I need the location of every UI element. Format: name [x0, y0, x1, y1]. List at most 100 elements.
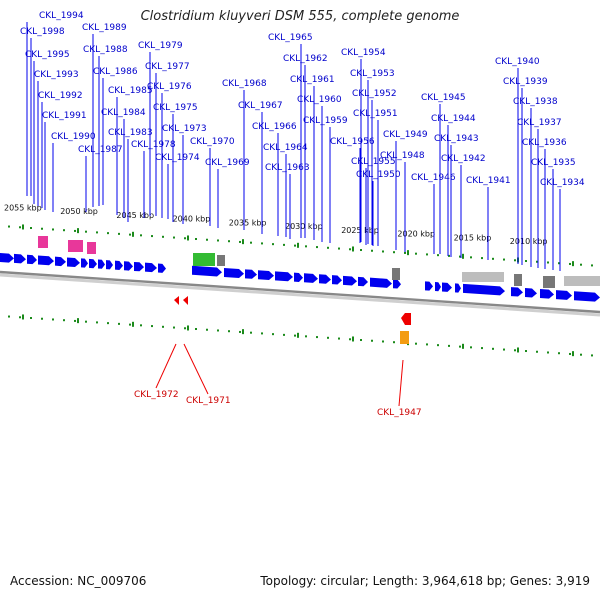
- forward-gene-label: CKL_1948: [380, 151, 425, 161]
- lower-major-tick: [572, 351, 574, 357]
- forward-gene-label: CKL_1936: [522, 138, 567, 148]
- forward-gene-arrow: [319, 274, 331, 284]
- forward-gene-label: CKL_1945: [421, 93, 466, 103]
- forward-gene-label: CKL_1942: [441, 154, 486, 164]
- forward-gene-arrow: [14, 253, 26, 264]
- forward-gene-label: CKL_1991: [42, 111, 87, 121]
- upper-tick-dot: [173, 236, 175, 239]
- forward-gene-arrow: [540, 289, 554, 299]
- upper-major-tick: [132, 231, 134, 237]
- upper-tick-dot: [41, 227, 43, 230]
- rna-feature-pink: [87, 242, 96, 254]
- forward-gene-label: CKL_1952: [352, 89, 397, 99]
- forward-gene-label: CKL_1959: [303, 116, 348, 126]
- upper-tick-dot: [338, 247, 340, 250]
- rna-feature-green: [193, 253, 215, 266]
- lower-tick-dot: [107, 322, 109, 325]
- forward-gene-arrow: [67, 257, 80, 268]
- lower-tick-dot: [514, 349, 516, 352]
- grey-small-feature: [514, 274, 522, 286]
- lower-tick-dot: [228, 330, 230, 333]
- forward-gene-label: CKL_1963: [265, 163, 310, 173]
- lower-tick-dot: [448, 344, 450, 347]
- upper-tick-dot: [371, 249, 373, 252]
- forward-gene-label: CKL_1979: [138, 41, 183, 51]
- lower-tick-dot: [382, 340, 384, 343]
- upper-tick-dot: [261, 242, 263, 245]
- forward-gene-label: CKL_1984: [101, 108, 146, 118]
- lower-tick-dot: [437, 344, 439, 347]
- lower-tick-dot: [283, 333, 285, 336]
- lower-tick-dot: [338, 337, 340, 340]
- lower-tick-dot: [162, 325, 164, 328]
- upper-tick-dot: [52, 228, 54, 231]
- upper-tick-dot: [503, 258, 505, 261]
- forward-gene-label: CKL_1974: [155, 153, 200, 163]
- upper-tick-dot: [492, 257, 494, 260]
- rna-feature-orange: [400, 331, 409, 344]
- forward-gene-arrow: [525, 288, 537, 298]
- reverse-gene-arrow: [401, 313, 411, 325]
- upper-tick-dot: [74, 229, 76, 232]
- upper-tick-dot: [327, 246, 329, 249]
- lower-tick-dot: [525, 350, 527, 353]
- forward-gene-label: CKL_1995: [25, 50, 70, 60]
- forward-gene-label: CKL_1954: [341, 48, 386, 58]
- forward-gene-label: CKL_1943: [434, 134, 479, 144]
- upper-tick-dot: [382, 250, 384, 253]
- lower-tick-dot: [294, 334, 296, 337]
- forward-gene-arrow: [55, 256, 66, 267]
- forward-gene-arrow: [343, 275, 357, 286]
- upper-tick-dot: [250, 241, 252, 244]
- scale-label: 2010 kbp: [510, 237, 548, 246]
- forward-gene-label: CKL_1985: [108, 86, 153, 96]
- upper-tick-dot: [118, 232, 120, 235]
- upper-tick-dot: [591, 264, 593, 267]
- upper-tick-dot: [63, 229, 65, 232]
- reverse-gene-label: CKL_1972: [134, 390, 179, 400]
- forward-gene-label: CKL_1934: [540, 178, 585, 188]
- forward-gene-arrow: [393, 279, 401, 289]
- reverse-label-connector: [183, 343, 209, 395]
- forward-gene-label: CKL_1946: [411, 173, 456, 183]
- upper-tick-dot: [129, 233, 131, 236]
- upper-tick-dot: [162, 235, 164, 238]
- forward-gene-label: CKL_1975: [153, 103, 198, 113]
- scale-label: 2030 kbp: [285, 222, 323, 231]
- lower-tick-dot: [547, 351, 549, 354]
- upper-tick-dot: [283, 243, 285, 246]
- forward-gene-arrow: [158, 263, 166, 273]
- lower-tick-dot: [195, 328, 197, 331]
- upper-tick-dot: [525, 260, 527, 263]
- forward-gene-arrow: [81, 258, 88, 268]
- upper-tick-dot: [404, 251, 406, 254]
- lower-tick-dot: [415, 342, 417, 345]
- forward-gene-arrow: [574, 291, 600, 302]
- forward-gene-label: CKL_1992: [38, 91, 83, 101]
- lower-major-tick: [22, 314, 24, 320]
- forward-gene-arrow: [224, 267, 244, 278]
- lower-tick-dot: [305, 335, 307, 338]
- forward-gene-label: CKL_1951: [353, 109, 398, 119]
- forward-gene-label: CKL_1978: [131, 140, 176, 150]
- forward-gene-label: CKL_1965: [268, 33, 313, 43]
- upper-tick-dot: [85, 230, 87, 233]
- forward-gene-label: CKL_1983: [108, 128, 153, 138]
- upper-tick-dot: [19, 226, 21, 229]
- lower-major-tick: [132, 321, 134, 327]
- rna-feature-pink: [68, 240, 83, 252]
- lower-tick-dot: [96, 321, 98, 324]
- genome-summary-text: Topology: circular; Length: 3,964,618 bp…: [260, 574, 590, 588]
- upper-tick-dot: [547, 261, 549, 264]
- forward-gene-arrow: [124, 261, 133, 271]
- forward-gene-arrow: [89, 258, 97, 269]
- lower-tick-dot: [327, 336, 329, 339]
- forward-gene-label: CKL_1940: [495, 57, 540, 67]
- forward-gene-label: CKL_1998: [20, 27, 65, 37]
- forward-gene-label: CKL_1966: [252, 122, 297, 132]
- upper-tick-dot: [349, 248, 351, 251]
- lower-tick-dot: [41, 317, 43, 320]
- forward-gene-label: CKL_1962: [283, 54, 328, 64]
